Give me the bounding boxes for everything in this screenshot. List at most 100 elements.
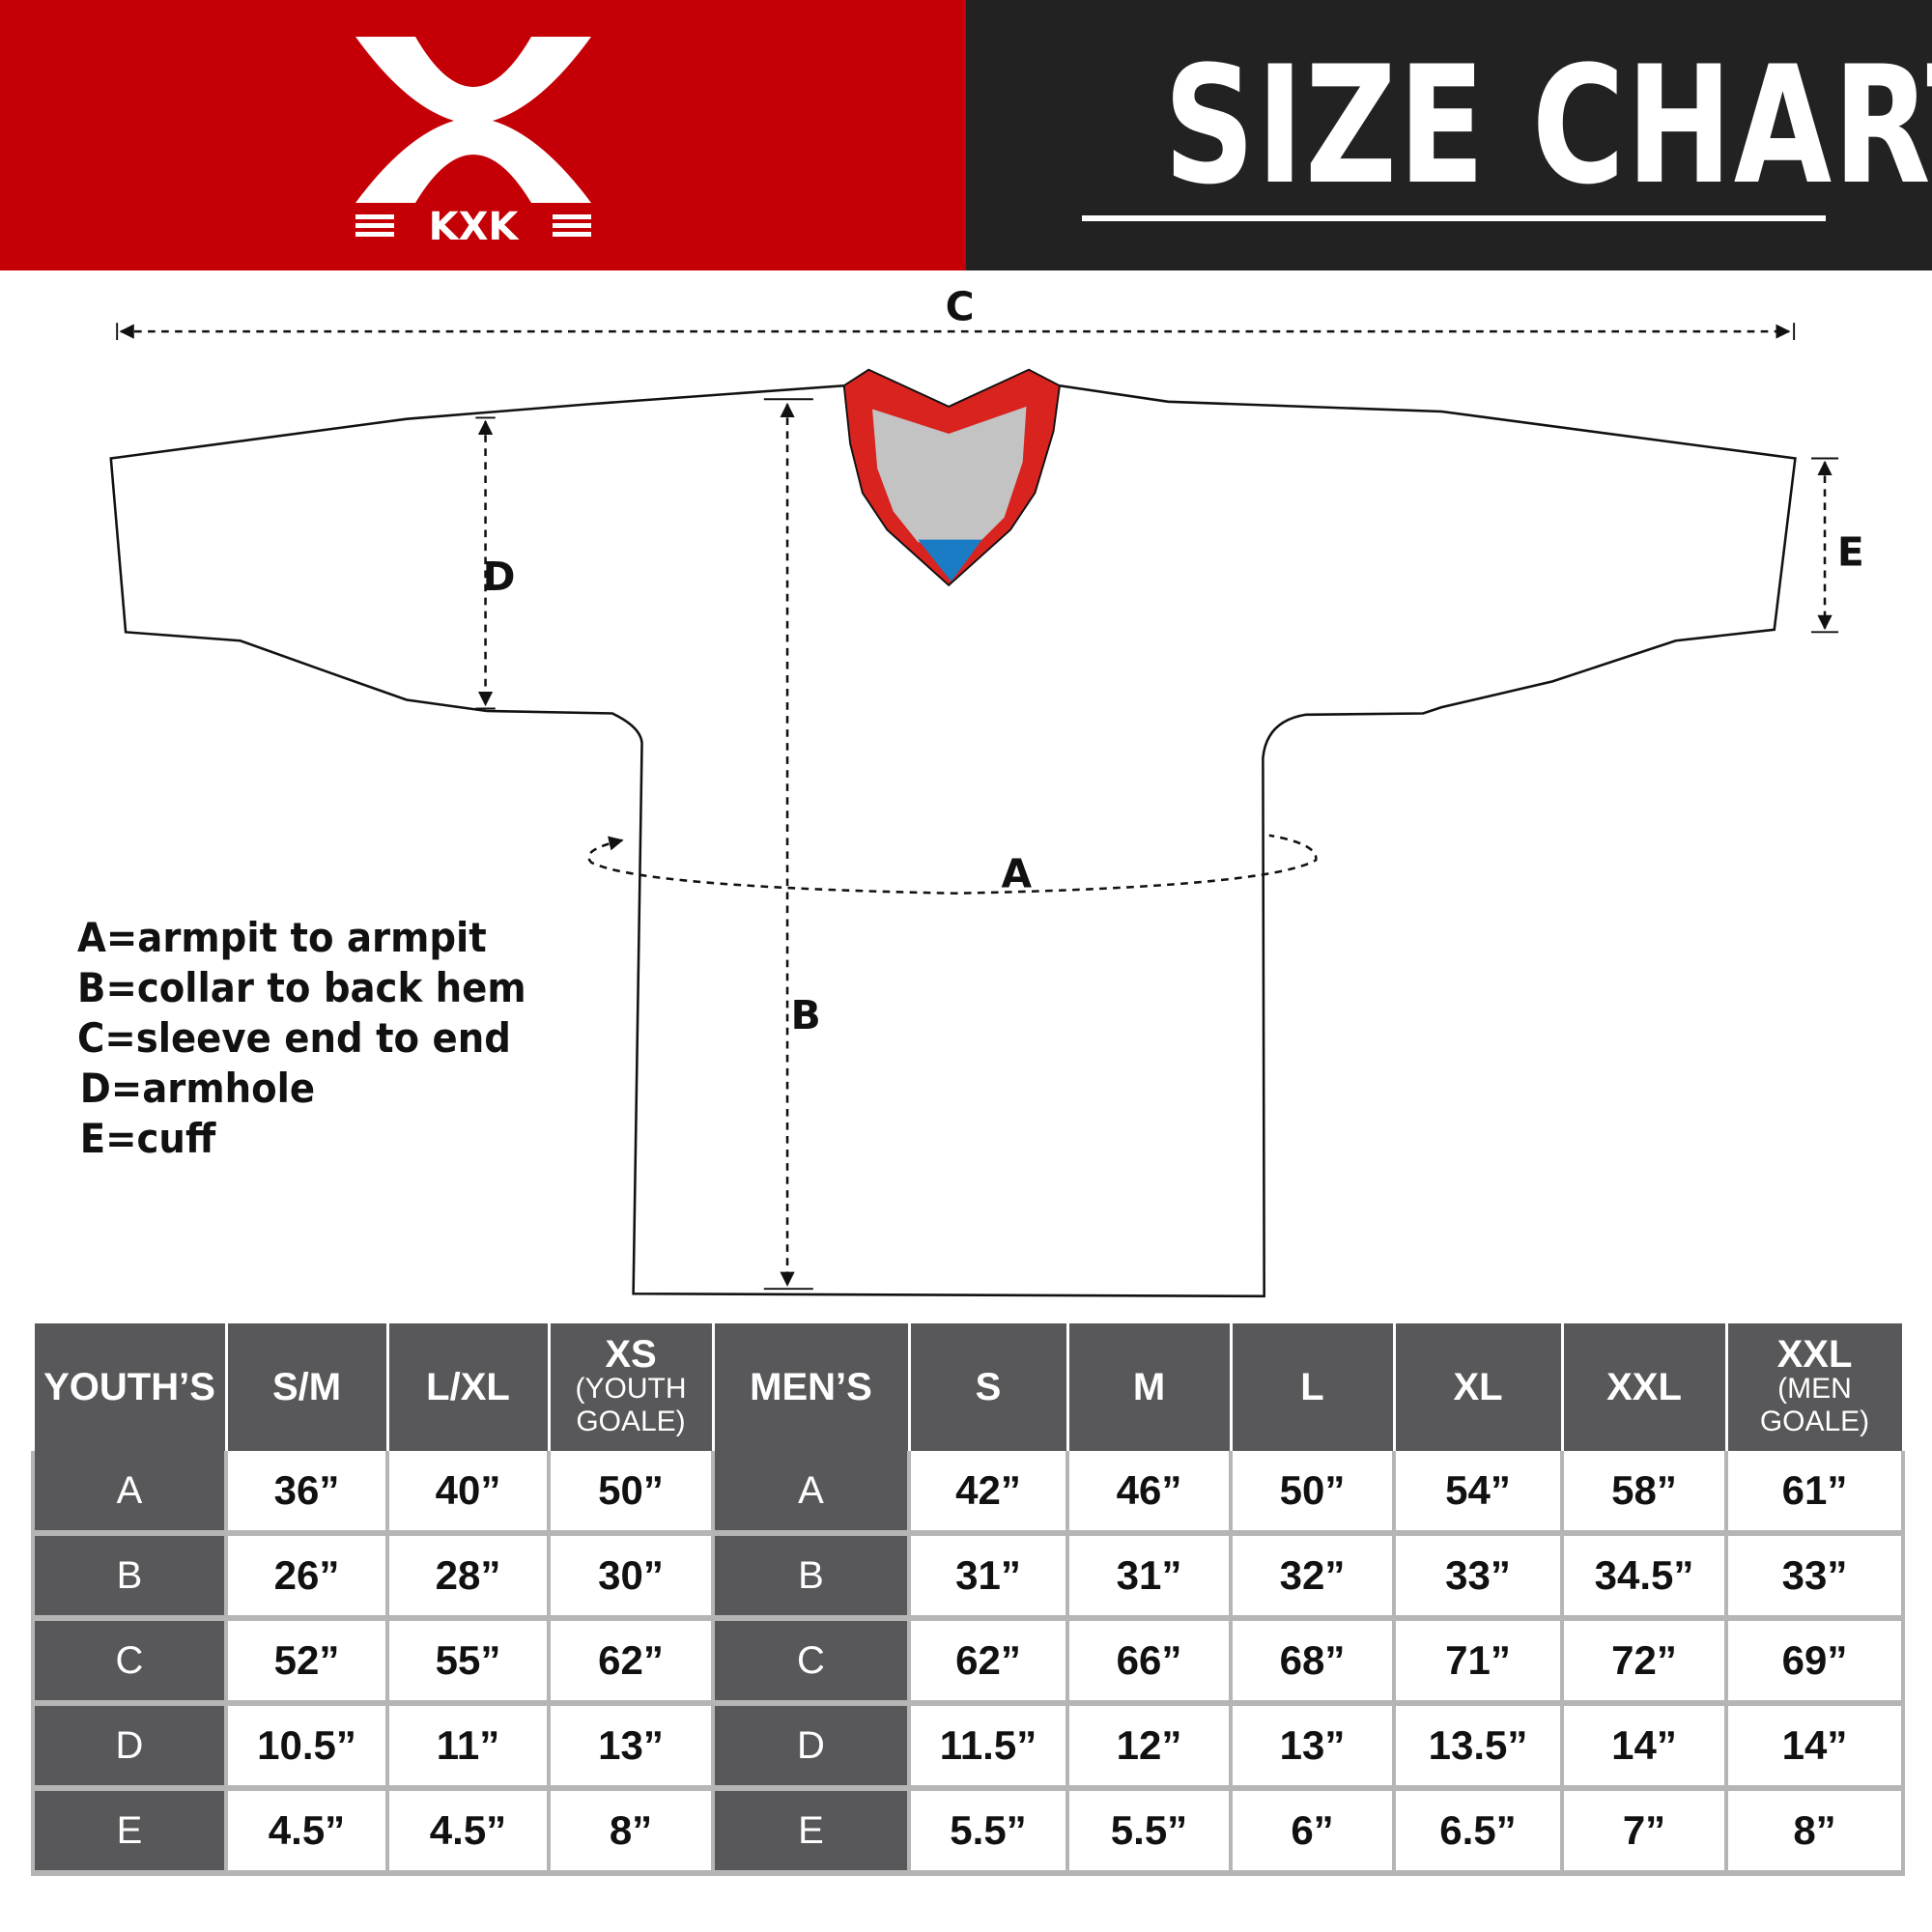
logo-text: KXK [429,205,521,242]
table-header-row: YOUTH’S S/M L/XL XS (YOUTH GOALE) MEN’S S M L XL X… [31,1323,1905,1451]
table-row: D 10.5” 11” 13” D 11.5” 12” 13” 13.5” 14” 14” [31,1703,1905,1791]
men-header: MEN’S [711,1323,911,1451]
header-label: S [975,1366,1002,1408]
measurement-cell: 50” [547,1451,715,1536]
measurement-cell: 69” [1724,1618,1905,1706]
size-header: S [907,1323,1069,1451]
measurement-cell: 40” [385,1451,551,1536]
measurement-legend: A=armpit to armpit B=collar to back hem … [77,913,526,1164]
measurement-cell: 4.5” [224,1788,389,1876]
youth-header: YOUTH’S [31,1323,228,1451]
measurement-cell: 12” [1065,1703,1233,1791]
row-label: A [711,1451,911,1536]
row-label: D [31,1703,228,1791]
measurement-cell: 34.5” [1560,1533,1728,1621]
measurement-cell: 33” [1724,1533,1905,1621]
measurement-cell: 11” [385,1703,551,1791]
size-header: XL [1392,1323,1564,1451]
legend-item: D=armhole [79,1065,316,1112]
header-label: XS [605,1333,657,1376]
table-row: C 52” 55” 62” C 62” 66” 68” 71” 72” 69” [31,1618,1905,1706]
collar-tag [918,539,982,582]
row-label: A [31,1451,228,1536]
measurement-cell: 62” [907,1618,1069,1706]
measurement-cell: 6.5” [1392,1788,1564,1876]
row-label: E [711,1788,911,1876]
legend-item: C=sleeve end to end [77,1014,511,1062]
measurement-cell: 30” [547,1533,715,1621]
header-label: XXL [1606,1366,1682,1408]
measurement-cell: 62” [547,1618,715,1706]
header-sublabel: (MEN GOALE) [1759,1373,1870,1437]
measurement-cell: 13” [547,1703,715,1791]
measurement-cell: 31” [1065,1533,1233,1621]
label-a: A [1002,850,1033,896]
table-row: B 26” 28” 30” B 31” 31” 32” 33” 34.5” 33” [31,1533,1905,1621]
measurement-cell: 28” [385,1533,551,1621]
label-b: B [791,992,821,1038]
row-label: B [31,1533,228,1621]
kxk-logo: KXK [355,37,591,242]
measurement-cell: 42” [907,1451,1069,1536]
measurement-cell: 8” [1724,1788,1905,1876]
title-underline [1082,215,1826,221]
measurement-cell: 4.5” [385,1788,551,1876]
header-label: L [1300,1366,1324,1408]
size-header: M [1065,1323,1233,1451]
size-header: XS (YOUTH GOALE) [547,1323,715,1451]
measurement-cell: 7” [1560,1788,1728,1876]
header-label: YOUTH’S [43,1366,215,1408]
measurement-cell: 13” [1229,1703,1396,1791]
table-row: E 4.5” 4.5” 8” E 5.5” 5.5” 6” 6.5” 7” 8” [31,1788,1905,1876]
legend-item: E=cuff [79,1115,216,1162]
measurement-cell: 13.5” [1392,1703,1564,1791]
measurement-cell: 10.5” [224,1703,389,1791]
measurement-cell: 5.5” [1065,1788,1233,1876]
measurement-cell: 72” [1560,1618,1728,1706]
measurement-cell: 50” [1229,1451,1396,1536]
header-sublabel: (YOUTH GOALE) [575,1373,687,1437]
measurement-cell: 46” [1065,1451,1233,1536]
header-label: XXL [1776,1333,1853,1376]
size-header: S/M [224,1323,389,1451]
measurement-cell: 52” [224,1618,389,1706]
measurement-cell: 68” [1229,1618,1396,1706]
size-header: XXL (MEN GOALE) [1724,1323,1905,1451]
size-header: L/XL [385,1323,551,1451]
header-label: L/XL [426,1366,510,1408]
measurement-cell: 14” [1724,1703,1905,1791]
measurement-cell: 31” [907,1533,1069,1621]
measurement-cell: 58” [1560,1451,1728,1536]
jersey-outline [109,384,1797,1298]
measurement-cell: 33” [1392,1533,1564,1621]
header-label: S/M [271,1366,342,1408]
measurement-cell: 26” [224,1533,389,1621]
measurement-cell: 66” [1065,1618,1233,1706]
header-label: MEN’S [750,1366,872,1408]
measurement-cell: 54” [1392,1451,1564,1536]
measurement-cell: 32” [1229,1533,1396,1621]
row-label: C [31,1618,228,1706]
measurement-cell: 6” [1229,1788,1396,1876]
measurement-cell: 11.5” [907,1703,1069,1791]
row-label: C [711,1618,911,1706]
title-banner [966,0,1932,270]
measurement-cell: 61” [1724,1451,1905,1536]
row-label: E [31,1788,228,1876]
table-row: A 36” 40” 50” A 42” 46” 50” 54” 58” 61” [31,1451,1905,1536]
label-e: E [1837,528,1864,575]
legend-item: A=armpit to armpit [77,914,487,961]
legend-item: B=collar to back hem [77,964,526,1011]
size-header: L [1229,1323,1396,1451]
label-c: C [946,284,975,330]
measurement-cell: 55” [385,1618,551,1706]
label-d: D [483,554,516,600]
measure-a-line [587,834,1318,895]
measurement-cell: 8” [547,1788,715,1876]
row-label: D [711,1703,911,1791]
measurement-cell: 36” [224,1451,389,1536]
measurement-cell: 71” [1392,1618,1564,1706]
row-label: B [711,1533,911,1621]
measurement-cell: 14” [1560,1703,1728,1791]
